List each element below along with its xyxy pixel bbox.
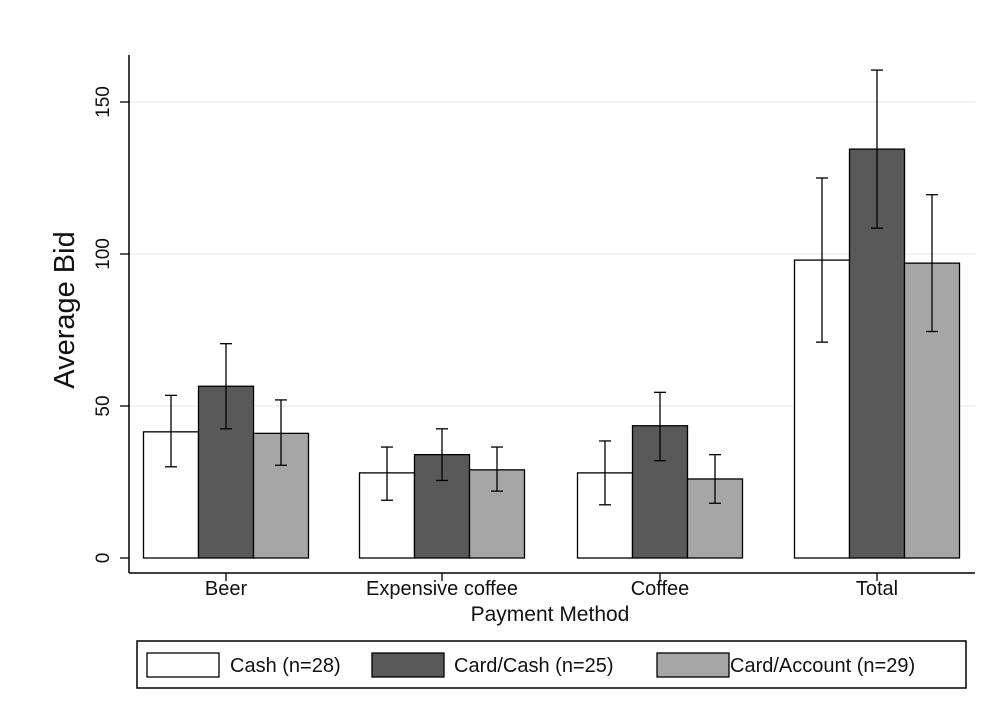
- axes: [120, 55, 975, 581]
- error-bar: [816, 177, 828, 343]
- error-bar: [491, 446, 503, 492]
- legend-swatch: [656, 652, 730, 678]
- bar: [793, 259, 851, 559]
- error-bar: [165, 394, 177, 468]
- x-tick-label: Total: [856, 578, 898, 600]
- y-tick-label: 150: [93, 86, 114, 118]
- error-bar: [871, 69, 883, 229]
- error-bars: [165, 69, 938, 506]
- bars: [142, 148, 961, 559]
- y-tick-label: 50: [93, 395, 114, 416]
- legend-item: Card/Account (n=29): [656, 652, 915, 678]
- y-tick-label: 100: [93, 238, 114, 270]
- legend-frame: [136, 640, 967, 689]
- legend-swatch: [371, 652, 445, 678]
- y-axis-title: Average Bid: [49, 231, 81, 388]
- error-bar: [436, 428, 448, 482]
- error-bar: [275, 399, 287, 466]
- tick-labels: 0 50 100 150 Beer Expensive coffee Coffee Total: [93, 86, 898, 600]
- legend-item: Cash (n=28): [146, 652, 341, 678]
- legend-swatch: [146, 652, 220, 678]
- x-tick-label: Coffee: [631, 578, 690, 600]
- legend-label: Cash (n=28): [230, 655, 341, 677]
- y-tick-label: 0: [93, 553, 114, 564]
- legend-item: Card/Cash (n=25): [371, 652, 614, 678]
- x-tick-label: Beer: [205, 578, 248, 600]
- error-bar: [709, 453, 721, 504]
- error-bar: [926, 194, 938, 333]
- legend-label: Card/Account (n=29): [730, 655, 915, 677]
- x-tick-label: Expensive coffee: [366, 578, 518, 600]
- x-axis-title: Payment Method: [471, 603, 630, 626]
- legend-label: Card/Cash (n=25): [454, 655, 614, 677]
- error-bar: [599, 440, 611, 506]
- error-bar: [381, 446, 393, 501]
- legend: Cash (n=28) Card/Cash (n=25) Card/Account …: [136, 640, 967, 689]
- error-bar: [220, 343, 232, 430]
- bar: [413, 453, 471, 559]
- error-bar: [654, 391, 666, 462]
